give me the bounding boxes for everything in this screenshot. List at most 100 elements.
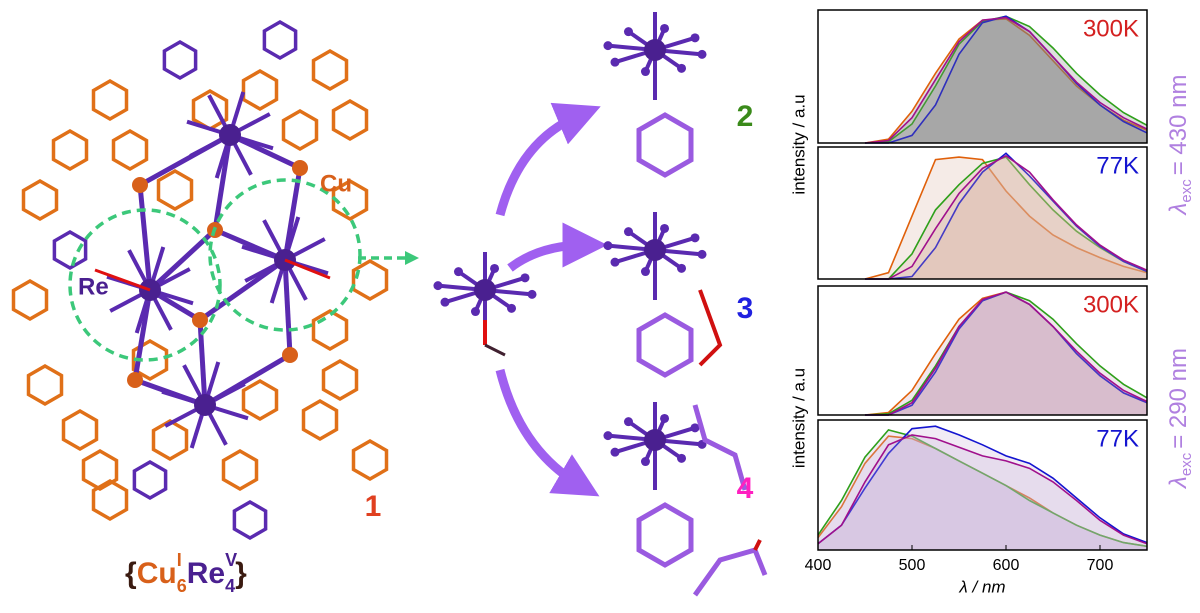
spectrum-line	[865, 152, 1148, 280]
formula-part: }	[235, 557, 247, 590]
bond	[198, 257, 287, 323]
atom	[640, 267, 650, 277]
ring	[241, 68, 279, 112]
ring	[636, 312, 694, 378]
spectrum-area	[865, 17, 1147, 144]
spectrum-area	[865, 292, 1147, 415]
atom	[660, 223, 670, 233]
spectrum-area	[818, 429, 1147, 550]
compound-number: 4	[737, 472, 754, 505]
excitation-text: = 430 nm	[1165, 75, 1192, 176]
spectrum-area	[865, 292, 1147, 415]
x-tick-label: 500	[899, 557, 926, 574]
atom	[697, 49, 707, 59]
ring	[241, 378, 279, 422]
excitation-symbol: λ	[1165, 203, 1192, 217]
ring	[151, 418, 189, 462]
ring	[331, 98, 369, 142]
spectrum-panel: 300K	[817, 285, 1148, 416]
ring	[91, 478, 129, 522]
formula-part: Cu	[137, 557, 177, 590]
temperature-label: 300K	[1083, 15, 1139, 42]
cu-atom	[282, 347, 298, 363]
spectrum-panel: 77K	[817, 146, 1148, 280]
spectrum-panel: 77K 400 500 600 700 λ / nm	[805, 419, 1148, 596]
excitation-label: λexc = 430 nm	[1165, 75, 1195, 217]
temperature-label: 77K	[1096, 152, 1139, 179]
labels: Re Cu 1 2 3 4 {CuI 6ReV 4}	[78, 100, 754, 596]
temperature-label: 300K	[1083, 291, 1139, 318]
atom	[690, 33, 700, 43]
excitation-label: λexc = 290 nm	[1165, 348, 1195, 490]
atom	[690, 233, 700, 243]
bond	[212, 134, 233, 231]
ring	[51, 128, 89, 172]
atom	[660, 23, 670, 33]
ring	[636, 502, 694, 568]
atom	[644, 429, 666, 451]
atom	[603, 431, 613, 441]
arrow	[495, 102, 601, 217]
formula: {CuI 6ReV 4}	[125, 550, 247, 596]
spectrum-area	[818, 426, 1147, 550]
cu-atom	[127, 372, 143, 388]
cu-atom	[292, 160, 308, 176]
compound-number: 1	[365, 490, 382, 523]
fragment-structures	[433, 12, 768, 597]
atom	[623, 27, 633, 37]
chain	[692, 546, 768, 597]
atom-label: Re	[78, 273, 109, 300]
atom	[677, 63, 687, 73]
atom	[453, 267, 463, 277]
ring	[131, 338, 169, 382]
x-tick-label: 700	[1087, 557, 1114, 574]
x-tick-label: 400	[805, 557, 832, 574]
ring	[262, 19, 298, 61]
plot-frame-bg	[818, 420, 1147, 550]
ring	[221, 448, 259, 492]
ring	[156, 168, 194, 212]
spectrum-area	[865, 292, 1147, 415]
ring	[81, 448, 119, 492]
ring	[321, 358, 359, 402]
atom	[603, 41, 613, 51]
spectrum-line	[865, 15, 1148, 144]
spectrum-line	[865, 291, 1148, 416]
x-axis-label: λ / nm	[958, 577, 1005, 596]
bond	[282, 167, 303, 261]
bond	[282, 259, 293, 356]
ring	[351, 258, 389, 302]
bond	[197, 319, 208, 406]
atom	[470, 307, 480, 317]
cu-atom	[192, 312, 208, 328]
arrow	[507, 222, 608, 272]
spectrum-area	[818, 434, 1147, 550]
plot-frame	[817, 419, 1148, 551]
ring	[636, 112, 694, 178]
cluster-structure	[11, 19, 419, 541]
atom	[610, 57, 620, 67]
atom	[520, 273, 530, 283]
atom	[507, 303, 517, 313]
atom	[697, 249, 707, 259]
y-axis-label: intensity / a.u	[789, 94, 808, 194]
excitation-subscript: exc	[1178, 452, 1195, 476]
ring	[311, 48, 349, 92]
atom	[677, 453, 687, 463]
atom	[440, 297, 450, 307]
chain	[698, 289, 723, 367]
bond	[284, 258, 331, 280]
spectrum-area	[865, 153, 1147, 279]
compound-number: 3	[737, 292, 754, 325]
formula-part: {	[125, 557, 137, 590]
ring	[21, 178, 59, 222]
spectrum-panel: 300K	[817, 9, 1148, 144]
spectrum-line	[817, 425, 1148, 545]
atom	[660, 413, 670, 423]
spectrum-area	[865, 18, 1147, 143]
spectrum-line	[864, 16, 1148, 144]
bond	[753, 539, 762, 551]
y-axis-label: intensity / a.u	[789, 368, 808, 468]
x-tick-label: 600	[993, 557, 1020, 574]
